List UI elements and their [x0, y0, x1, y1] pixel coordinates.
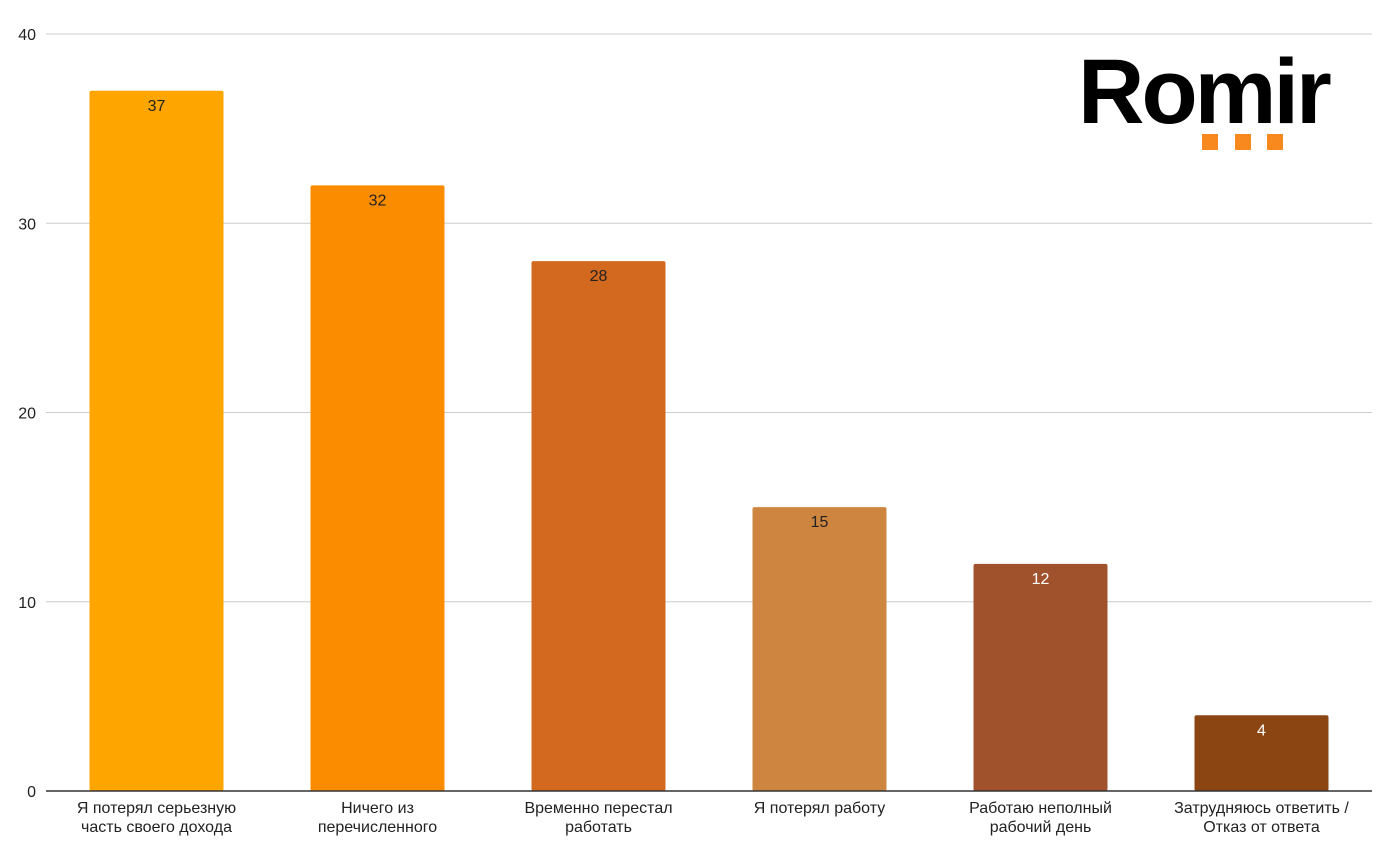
y-tick-label: 20 [18, 406, 36, 423]
y-tick-label: 0 [27, 784, 36, 801]
x-category-label: Ничего из [341, 800, 414, 817]
value-label: 15 [811, 514, 829, 531]
y-tick-label: 10 [18, 595, 36, 612]
bar [310, 185, 445, 791]
x-category-label: Я потерял работу [754, 800, 885, 817]
value-label: 32 [369, 192, 387, 209]
y-tick-label: 40 [18, 27, 36, 44]
romir-logo: Romir [1078, 46, 1360, 156]
value-label: 28 [590, 268, 608, 285]
value-label: 4 [1257, 722, 1266, 739]
logo-wordmark: Romir [1078, 41, 1332, 143]
x-category-label: Работаю неполный [969, 800, 1112, 817]
x-category-label: работать [565, 819, 632, 836]
bar [531, 261, 666, 792]
x-category-label: Затрудняюсь ответить / [1174, 800, 1349, 817]
value-label: 37 [148, 98, 166, 115]
x-category-label: Отказ от ответа [1203, 819, 1320, 836]
bar [973, 563, 1108, 791]
gridlines [46, 33, 1372, 603]
logo-dot [1202, 134, 1218, 150]
x-category-label: часть своего дохода [81, 819, 232, 836]
y-tick-label: 30 [18, 216, 36, 233]
bar [89, 90, 224, 791]
logo-dot [1235, 134, 1251, 150]
logo-dot [1267, 134, 1283, 150]
bars: 37 32 28 15 12 4 [89, 90, 1329, 792]
axes: 0 10 20 30 40 Я потерял серьезную часть своего… [18, 27, 1372, 836]
x-category-label: Я потерял серьезную [77, 800, 236, 817]
bar [1194, 715, 1329, 791]
x-category-label: Временно перестал [524, 800, 672, 817]
x-category-label: рабочий день [990, 819, 1092, 836]
value-label: 12 [1032, 571, 1050, 588]
x-category-label: перечисленного [318, 819, 437, 836]
bar [752, 507, 887, 791]
